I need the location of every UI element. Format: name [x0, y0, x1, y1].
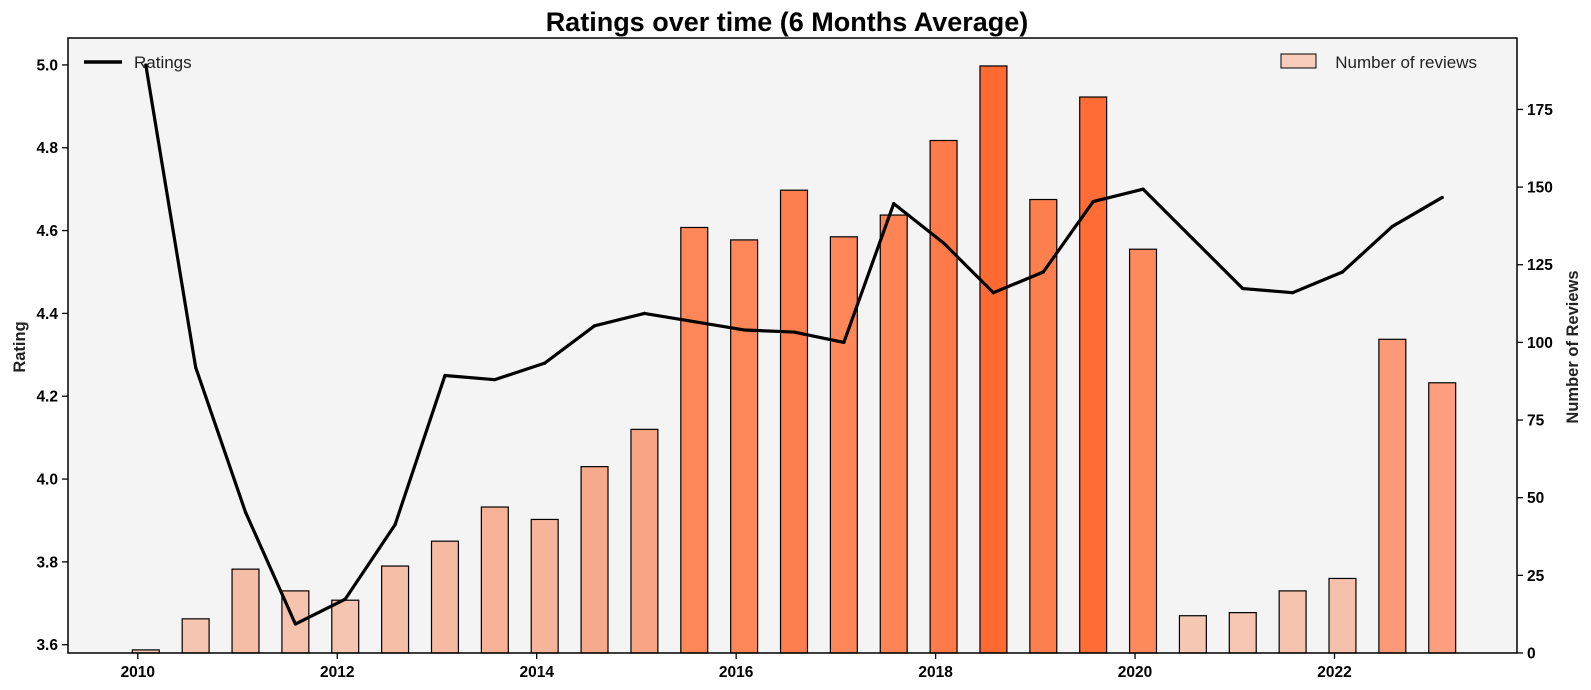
ratings-point [792, 330, 796, 334]
legend-reviews-label: Number of reviews [1335, 53, 1477, 72]
y2-tick-label: 50 [1527, 490, 1544, 507]
y2-axis-label: Number of Reviews [1564, 270, 1582, 423]
y-tick-label: 3.8 [36, 554, 58, 571]
review-bar [331, 599, 360, 654]
ratings-point [1091, 199, 1095, 204]
review-bar [1328, 577, 1357, 654]
review-bar [1228, 612, 1257, 654]
review-bar [680, 226, 709, 654]
y-tick-label: 4.8 [36, 140, 58, 157]
review-bar [231, 568, 260, 654]
y-axis-right: 0 25 50 75 100 125 150 175 [1517, 102, 1553, 663]
y2-tick-label: 125 [1527, 257, 1553, 274]
y2-tick-label: 25 [1527, 568, 1545, 585]
y-tick-label: 4.6 [36, 223, 58, 240]
x-tick-label: 2014 [519, 664, 554, 681]
ratings-point [642, 311, 647, 316]
ratings-point [892, 202, 896, 206]
ratings-point [941, 241, 946, 245]
x-tick-label: 2022 [1317, 664, 1351, 681]
ratings-point [1241, 286, 1245, 291]
review-bar [1128, 248, 1158, 654]
y-tick-label: 4.4 [36, 306, 58, 323]
ratings-point [1191, 237, 1195, 241]
review-bar [1079, 96, 1108, 654]
ratings-point [343, 597, 347, 601]
ratings-point [692, 320, 696, 324]
legend-reviews-swatch [1280, 53, 1317, 69]
review-bar [779, 189, 809, 654]
x-tick-label: 2018 [918, 664, 953, 681]
review-bar [929, 139, 958, 654]
legend-ratings-label: Ratings [134, 53, 192, 72]
ratings-point [293, 622, 297, 626]
ratings-point [243, 510, 248, 514]
y2-tick-label: 150 [1527, 180, 1553, 197]
legend-reviews: Number of reviews [1280, 53, 1477, 72]
review-bar [430, 540, 460, 654]
y-tick-label: 3.6 [36, 637, 58, 654]
y2-tick-label: 100 [1527, 335, 1553, 352]
review-bar [1178, 615, 1207, 654]
ratings-point [1340, 270, 1345, 274]
review-bar [1378, 338, 1407, 654]
ratings-point [1390, 224, 1394, 229]
ratings-point [1041, 270, 1045, 274]
review-bar [480, 506, 509, 654]
ratings-line-layer [144, 63, 1444, 626]
x-tick-label: 2016 [719, 664, 754, 681]
review-bar [730, 239, 759, 654]
ratings-point [144, 63, 148, 67]
chart-title: Ratings over time (6 Months Average) [546, 7, 1029, 37]
review-bar [979, 65, 1008, 654]
ratings-point [1141, 187, 1145, 191]
review-bar [580, 466, 609, 654]
y2-tick-label: 0 [1527, 646, 1536, 663]
ratings-point [842, 340, 846, 344]
ratings-point [742, 328, 746, 332]
ratings-point [543, 361, 547, 365]
review-bar [879, 214, 908, 654]
review-bar [181, 618, 210, 654]
review-bar [630, 428, 659, 654]
plot-frame [67, 37, 1518, 654]
review-bar [1428, 382, 1457, 654]
y2-tick-label: 75 [1527, 413, 1545, 430]
ratings-point [443, 373, 447, 378]
x-tick-label: 2020 [1118, 664, 1152, 681]
ratings-point [592, 324, 597, 328]
ratings-point [493, 378, 497, 382]
ratings-point [393, 523, 397, 527]
x-tick-label: 2012 [320, 664, 354, 681]
y-tick-label: 4.0 [36, 472, 58, 489]
review-bar [381, 565, 410, 654]
y-tick-label: 4.2 [36, 389, 58, 406]
ratings-point [194, 365, 198, 369]
x-tick-label: 2010 [121, 664, 155, 681]
y-tick-label: 5.0 [36, 57, 58, 74]
legend-ratings: Ratings [84, 53, 192, 72]
x-axis: 2010 2012 2014 2016 2018 2020 2022 [121, 653, 1352, 681]
review-bar [1278, 590, 1307, 654]
ratings-point [1440, 195, 1444, 200]
review-bars [131, 65, 1457, 654]
y2-tick-label: 175 [1527, 102, 1553, 119]
ratings-point [1291, 291, 1295, 295]
review-bar [829, 236, 858, 654]
review-bar [530, 518, 559, 654]
y-axis-label: Rating [11, 321, 29, 372]
review-bar [1029, 198, 1058, 654]
ratings-point [991, 291, 996, 295]
y-axis-left: 3.6 3.8 4.0 4.2 4.4 4.6 4.8 5.0 [36, 57, 68, 654]
